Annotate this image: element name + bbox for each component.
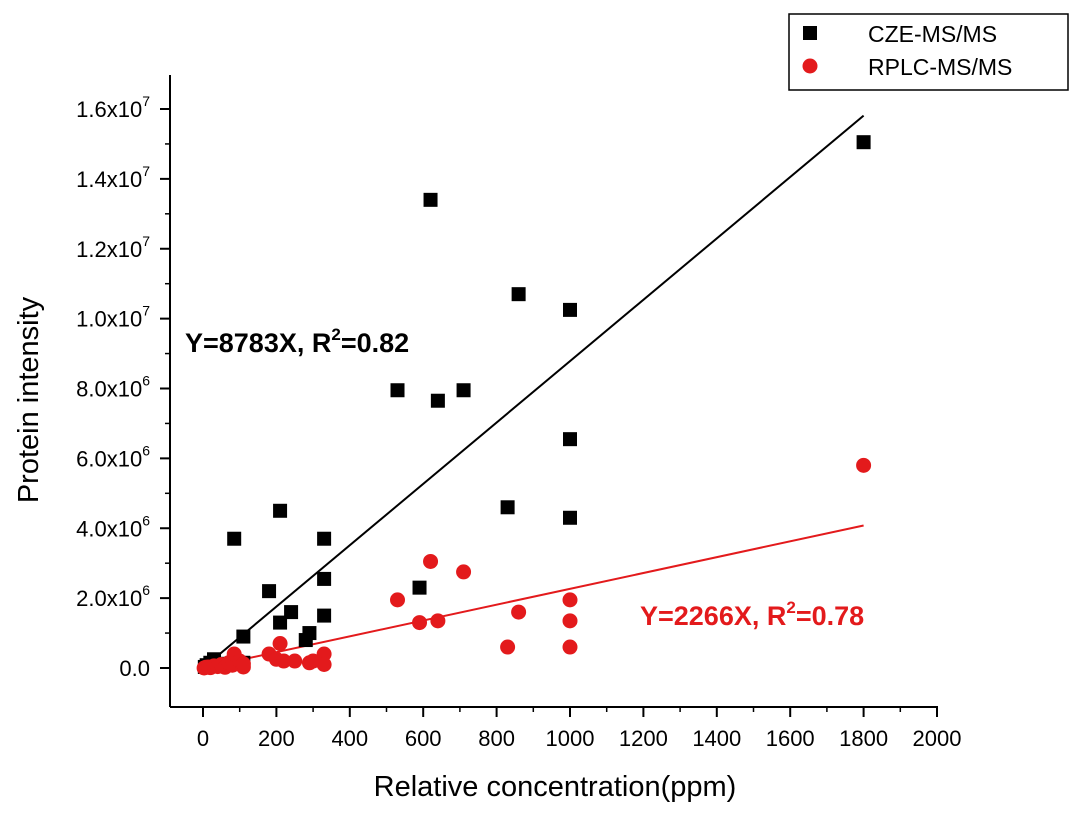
cze-point: [236, 629, 251, 644]
rplc-point: [390, 592, 406, 608]
rplc-point: [412, 615, 428, 631]
rplc-point: [456, 564, 472, 580]
rplc-point: [562, 592, 578, 608]
cze-point: [856, 135, 871, 150]
x-tick-label: 600: [405, 726, 442, 751]
cze-point: [302, 626, 317, 641]
cze-point: [511, 287, 526, 302]
cze-point: [500, 500, 515, 515]
y-tick-label: 1.0x107: [76, 303, 150, 332]
x-tick-label: 2000: [913, 726, 962, 751]
fit-lines: [206, 114, 865, 669]
x-tick-label: 1400: [692, 726, 741, 751]
cze-point: [412, 580, 427, 595]
y-tick-label: 8.0x106: [76, 373, 150, 402]
y-axis-ticks: 0.0 2.0x106 4.0x106 6.0x106 8.0x106 1.0x107 1.…: [76, 93, 170, 681]
legend-box: [788, 13, 1069, 91]
rplc-fit-line: [206, 524, 864, 669]
cze-point: [317, 571, 332, 586]
x-tick-label: 1200: [619, 726, 668, 751]
x-tick-label: 1000: [546, 726, 595, 751]
x-tick-label: 200: [258, 726, 295, 751]
cze-point: [273, 615, 288, 630]
cze-point: [317, 608, 332, 623]
y-tick-label: 1.4x107: [76, 163, 150, 192]
y-tick-label: 6.0x106: [76, 442, 150, 471]
rplc-point: [511, 604, 527, 620]
y-tick-label: 1.2x107: [76, 233, 150, 262]
cze-fit-equation: Y=8783X, R2=0.82: [185, 325, 409, 358]
cze-point: [423, 192, 438, 207]
legend-marker-rplc: [802, 58, 818, 74]
cze-point: [456, 383, 471, 398]
cze-point: [430, 393, 445, 408]
data-points: [196, 135, 872, 676]
y-tick-label: 2.0x106: [76, 582, 150, 611]
cze-point: [227, 531, 242, 546]
rplc-point: [500, 639, 516, 655]
rplc-point: [423, 553, 439, 569]
x-tick-label: 1800: [839, 726, 888, 751]
cze-point: [284, 605, 299, 620]
x-tick-label: 1600: [766, 726, 815, 751]
rplc-point: [316, 646, 332, 662]
rplc-point: [562, 639, 578, 655]
legend-label-cze: CZE-MS/MS: [868, 21, 997, 47]
rplc-point: [272, 636, 288, 652]
x-tick-label: 400: [331, 726, 368, 751]
cze-point: [563, 432, 577, 447]
x-axis-title: Relative concentration(ppm): [374, 771, 737, 803]
cze-point: [563, 510, 577, 525]
rplc-point: [235, 656, 251, 672]
y-tick-label: 0.0: [119, 656, 150, 681]
legend-label-rplc: RPLC-MS/MS: [868, 54, 1012, 80]
rplc-point: [276, 653, 292, 669]
y-axis-title: Protein intensity: [13, 296, 45, 503]
rplc-point: [562, 613, 578, 629]
cze-point: [317, 531, 332, 546]
x-tick-label: 800: [478, 726, 515, 751]
x-axis-ticks: 0 200 400 600 800 1000 1200 1400 1600 1800 2000: [197, 707, 962, 751]
cze-fit-line: [206, 114, 865, 666]
y-tick-label: 4.0x106: [76, 512, 150, 541]
rplc-point: [316, 657, 332, 673]
cze-point: [563, 302, 577, 317]
cze-point: [273, 503, 288, 518]
rplc-point: [430, 613, 446, 629]
legend-marker-cze: [803, 26, 817, 40]
cze-point: [262, 584, 277, 599]
x-tick-label: 0: [197, 726, 209, 751]
rplc-point: [287, 653, 303, 669]
cze-point: [390, 383, 405, 398]
rplc-fit-equation: Y=2266X, R2=0.78: [640, 598, 864, 631]
y-tick-label: 1.6x107: [76, 93, 150, 122]
rplc-point: [856, 457, 872, 473]
legend: CZE-MS/MS RPLC-MS/MS: [788, 13, 1069, 91]
